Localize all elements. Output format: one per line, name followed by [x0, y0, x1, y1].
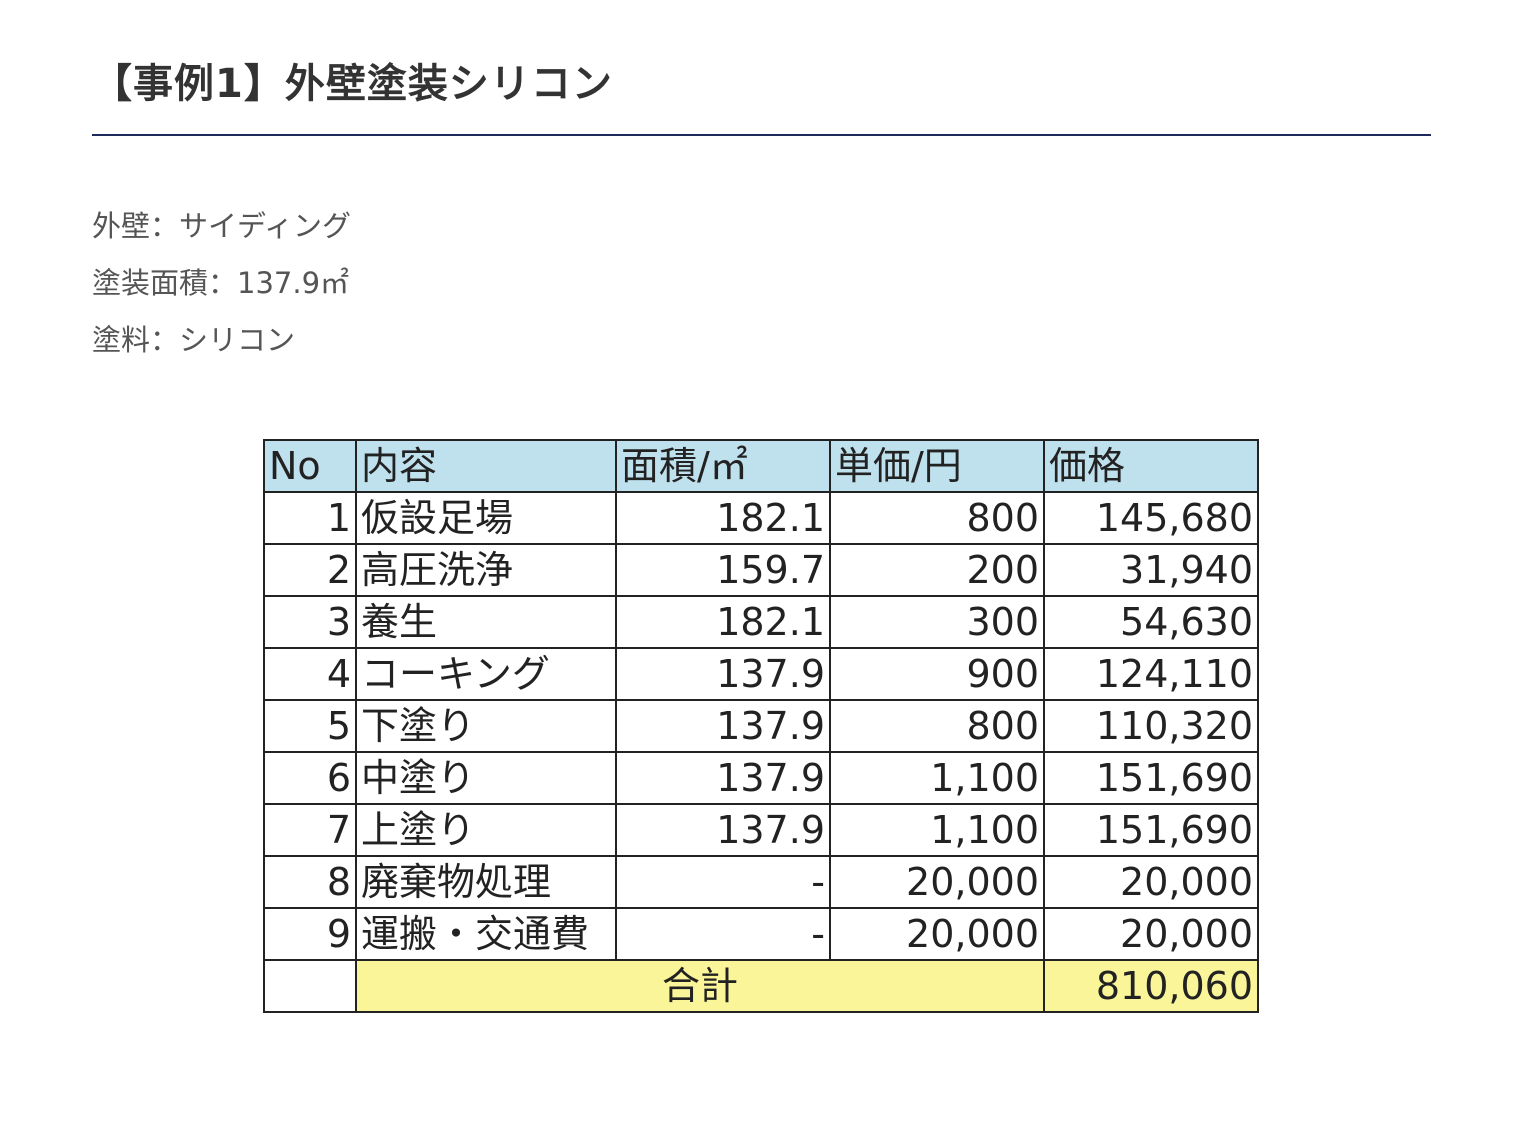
- cell-area: 182.1: [615, 595, 831, 649]
- cell-unit-price: 300: [829, 595, 1045, 649]
- total-value: 810,060: [1043, 959, 1259, 1013]
- cell-area: 159.7: [615, 543, 831, 597]
- estimate-table: No 内容 面積/㎡ 単価/円 価格 1 仮設足場 182.1 800 145,680 2…: [263, 439, 1259, 1013]
- cell-no: 1: [263, 491, 357, 545]
- spec-list: 外壁：サイディング 塗装面積：137.9㎡ 塗料：シリコン: [92, 198, 351, 369]
- cell-unit-price: 800: [829, 699, 1045, 753]
- cell-no: 8: [263, 855, 357, 909]
- header-no: No: [263, 439, 357, 493]
- cell-area: 182.1: [615, 491, 831, 545]
- table-row: 4 コーキング 137.9 900 124,110: [263, 647, 1259, 701]
- spec-paint-type: 塗料：シリコン: [92, 323, 296, 357]
- cell-unit-price: 20,000: [829, 907, 1045, 961]
- table-row: 5 下塗り 137.9 800 110,320: [263, 699, 1259, 753]
- header-unit-price: 単価/円: [829, 439, 1045, 493]
- header-price: 価格: [1043, 439, 1259, 493]
- cell-no: 2: [263, 543, 357, 597]
- header-item: 内容: [355, 439, 617, 493]
- cell-item: 中塗り: [355, 751, 617, 805]
- cell-no: 6: [263, 751, 357, 805]
- cell-price: 54,630: [1043, 595, 1259, 649]
- cell-item: コーキング: [355, 647, 617, 701]
- cell-area: 137.9: [615, 751, 831, 805]
- cell-price: 20,000: [1043, 855, 1259, 909]
- table-row: 3 養生 182.1 300 54,630: [263, 595, 1259, 649]
- cell-unit-price: 1,100: [829, 751, 1045, 805]
- table-row: 9 運搬・交通費 -20,000 20,000: [263, 907, 1259, 961]
- total-empty-cell: [263, 959, 357, 1013]
- table-row: 7 上塗り 137.9 1,100 151,690: [263, 803, 1259, 857]
- cell-price: 151,690: [1043, 751, 1259, 805]
- cell-item: 養生: [355, 595, 617, 649]
- cell-no: 5: [263, 699, 357, 753]
- cell-no: 9: [263, 907, 357, 961]
- page-title: 【事例1】外壁塗装シリコン: [92, 61, 613, 107]
- total-label: 合計: [355, 959, 1045, 1013]
- cell-item: 上塗り: [355, 803, 617, 857]
- cell-item: 運搬・交通費: [355, 907, 617, 961]
- cell-item: 仮設足場: [355, 491, 617, 545]
- cell-area: 137.9: [615, 647, 831, 701]
- cell-unit-price: 200: [829, 543, 1045, 597]
- cell-area: -: [615, 855, 831, 909]
- table-row: 1 仮設足場 182.1 800 145,680: [263, 491, 1259, 545]
- cell-area: 137.9: [615, 699, 831, 753]
- section-heading: 【事例1】外壁塗装シリコン: [92, 52, 1431, 136]
- cell-no: 4: [263, 647, 357, 701]
- cell-no: 7: [263, 803, 357, 857]
- cell-item: 廃棄物処理: [355, 855, 617, 909]
- cell-unit-price: 900: [829, 647, 1045, 701]
- table-row: 8 廃棄物処理 -20,000 20,000: [263, 855, 1259, 909]
- cell-price: 145,680: [1043, 491, 1259, 545]
- cell-item: 下塗り: [355, 699, 617, 753]
- table-row: 6 中塗り 137.9 1,100 151,690: [263, 751, 1259, 805]
- total-row: 合計 810,060: [263, 959, 1259, 1013]
- cell-unit-price: 20,000: [829, 855, 1045, 909]
- cell-price: 20,000: [1043, 907, 1259, 961]
- cell-no: 3: [263, 595, 357, 649]
- table-header-row: No 内容 面積/㎡ 単価/円 価格: [263, 439, 1259, 493]
- cell-item: 高圧洗浄: [355, 543, 617, 597]
- spec-paint-area: 塗装面積：137.9㎡: [92, 266, 350, 300]
- table-row: 2 高圧洗浄 159.7 200 31,940: [263, 543, 1259, 597]
- spec-wall-type: 外壁：サイディング: [92, 209, 351, 243]
- cell-price: 151,690: [1043, 803, 1259, 857]
- cell-price: 124,110: [1043, 647, 1259, 701]
- cell-unit-price: 800: [829, 491, 1045, 545]
- cell-area: 137.9: [615, 803, 831, 857]
- cell-price: 31,940: [1043, 543, 1259, 597]
- cell-price: 110,320: [1043, 699, 1259, 753]
- cell-unit-price: 1,100: [829, 803, 1045, 857]
- header-area: 面積/㎡: [615, 439, 831, 493]
- cell-area: -: [615, 907, 831, 961]
